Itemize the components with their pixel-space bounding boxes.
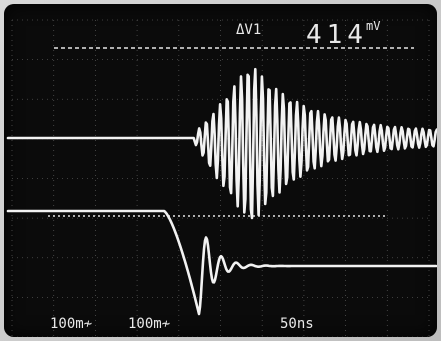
delta-v-value: 414 [306, 20, 368, 50]
delta-v-label: ΔV1 [236, 22, 261, 38]
delta-v-unit: mV [366, 19, 380, 33]
oscilloscope-screen: ΔV1 414 mV 100m≁ 100m≁ 50ns [4, 4, 437, 337]
waveform-display: ΔV1 414 mV 100m≁ 100m≁ 50ns [6, 19, 437, 337]
graticule-grid [11, 19, 430, 337]
channel-1-scale: 100m≁ [50, 316, 92, 332]
channel-2-trace [6, 209, 437, 316]
timebase-scale: 50ns [280, 316, 314, 332]
channel-2-scale: 100m≁ [128, 316, 170, 332]
channel-1-trace [6, 67, 437, 220]
